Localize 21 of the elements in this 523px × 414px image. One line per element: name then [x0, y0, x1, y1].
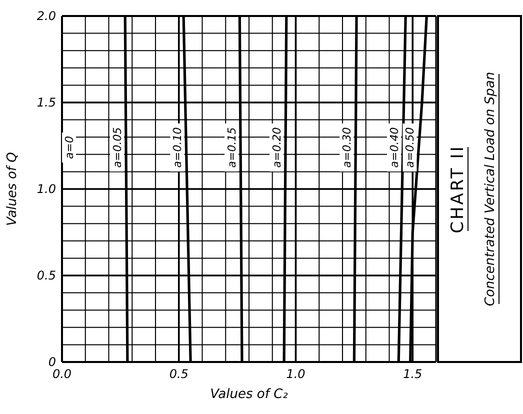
x-tick-label: 1.0: [286, 367, 306, 381]
text: Concentrated Vertical Load on Span: [483, 72, 498, 306]
text: a=0.20: [270, 127, 284, 168]
y-axis-title: Values of Q: [5, 152, 20, 226]
text: a=0.10: [171, 127, 184, 168]
y-tick-label: 0: [48, 355, 56, 370]
text: a=0.15: [225, 127, 238, 168]
text: a=0.40: [388, 127, 401, 168]
y-tick-label: 0.5: [36, 268, 56, 283]
y-tick-label: 1.5: [36, 96, 56, 110]
text: a=0.50: [404, 127, 417, 168]
text: CHART II: [448, 144, 468, 234]
x-tick-label: 0.0: [52, 367, 72, 381]
y-tick-label: 1.0: [36, 182, 56, 196]
text: a=0.30: [340, 127, 354, 168]
x-tick-label: 0.5: [169, 367, 188, 381]
x-axis-title: Values of C₂: [210, 387, 288, 402]
text: a=0.05: [110, 127, 124, 168]
y-tick-label: 2.0: [36, 9, 56, 24]
x-tick-label: 1.5: [403, 367, 422, 381]
annotation: a=0: [63, 136, 76, 159]
